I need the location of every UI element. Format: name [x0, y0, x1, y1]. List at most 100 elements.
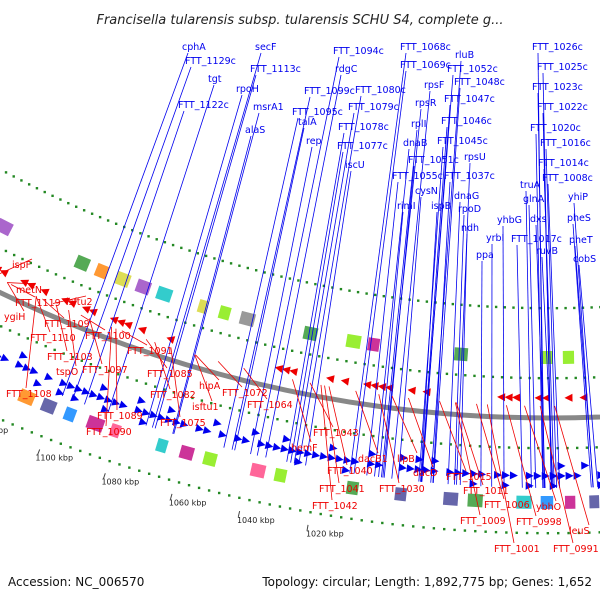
gene-label-FTT_1030[interactable]: FTT_1030 — [379, 484, 425, 495]
gene-label-secF[interactable]: secF — [255, 42, 276, 53]
gene-arrow[interactable] — [597, 471, 600, 480]
gene-label-FTT_1079c[interactable]: FTT_1079c — [348, 102, 399, 113]
gene-block[interactable] — [93, 262, 110, 280]
gene-arrow[interactable] — [319, 451, 329, 460]
gene-label-FTT_1048c[interactable]: FTT_1048c — [454, 77, 505, 88]
gene-label-FTT_1129c[interactable]: FTT_1129c — [185, 56, 236, 67]
gene-arrow[interactable] — [109, 316, 119, 325]
gene-arrow[interactable] — [138, 417, 148, 426]
gene-label-metN[interactable]: metN — [16, 285, 42, 296]
gene-block[interactable] — [302, 325, 319, 342]
gene-arrow[interactable] — [118, 400, 128, 409]
gene-block[interactable] — [467, 493, 484, 508]
gene-arrow[interactable] — [362, 381, 372, 390]
gene-label-FTT_1016c[interactable]: FTT_1016c — [540, 138, 591, 149]
gene-label-tgt[interactable]: tgt — [208, 74, 222, 85]
gene-arrow[interactable] — [512, 393, 521, 402]
gene-label-cobS[interactable]: cobS — [573, 254, 596, 265]
gene-block[interactable] — [134, 278, 153, 296]
gene-label-hipA[interactable]: hipA — [199, 381, 221, 392]
gene-label-yrbI[interactable]: yrbI — [486, 233, 504, 244]
gene-label-FTT_1072[interactable]: FTT_1072 — [222, 388, 268, 399]
gene-arrow[interactable] — [493, 470, 503, 479]
gene-block[interactable] — [0, 217, 14, 237]
gene-block[interactable] — [273, 467, 288, 483]
gene-arrow[interactable] — [350, 457, 360, 466]
gene-label-FTT_1051c[interactable]: FTT_1051c — [408, 155, 459, 166]
gene-arrow[interactable] — [138, 326, 147, 335]
gene-block[interactable] — [108, 422, 122, 439]
gene-arrow[interactable] — [340, 377, 350, 386]
gene-arrow[interactable] — [18, 351, 28, 359]
gene-arrow[interactable] — [377, 383, 387, 392]
gene-arrow[interactable] — [218, 430, 227, 438]
gene-arrow[interactable] — [469, 469, 479, 478]
gene-arrow[interactable] — [103, 395, 113, 403]
gene-arrow[interactable] — [14, 360, 24, 368]
gene-arrow[interactable] — [368, 449, 377, 458]
gene-arrow[interactable] — [542, 394, 551, 403]
gene-label-FTT_1113c[interactable]: FTT_1113c — [250, 64, 301, 75]
gene-label-FTT_1014c[interactable]: FTT_1014c — [538, 158, 589, 169]
gene-arrow[interactable] — [534, 393, 543, 402]
gene-label-FTT_1100[interactable]: FTT_1100 — [85, 331, 131, 342]
gene-arrow[interactable] — [194, 424, 204, 432]
gene-block[interactable] — [249, 462, 267, 479]
gene-label-FTT_1043[interactable]: FTT_1043 — [313, 428, 359, 439]
gene-arrow[interactable] — [454, 468, 463, 477]
gene-label-FTT_1094c[interactable]: FTT_1094c — [333, 46, 384, 57]
gene-label-rluB[interactable]: rluB — [455, 50, 474, 61]
gene-arrow[interactable] — [295, 447, 305, 456]
gene-arrow[interactable] — [282, 366, 291, 375]
gene-arrow[interactable] — [123, 321, 133, 330]
gene-arrow[interactable] — [328, 443, 338, 452]
gene-label-FTT_0991[interactable]: FTT_0991 — [553, 544, 599, 555]
gene-label-pheS[interactable]: pheS — [567, 213, 591, 224]
gene-arrow[interactable] — [525, 471, 534, 480]
gene-label-FTT_1068c[interactable]: FTT_1068c — [400, 42, 451, 53]
gene-arrow[interactable] — [541, 471, 550, 480]
gene-label-FTT_1020c[interactable]: FTT_1020c — [530, 123, 581, 134]
gene-arrow[interactable] — [88, 308, 98, 317]
gene-arrow[interactable] — [501, 471, 510, 480]
gene-arrow[interactable] — [264, 441, 274, 450]
gene-arrow[interactable] — [565, 471, 574, 480]
gene-label-rpoH[interactable]: rpoH — [236, 84, 259, 95]
gene-block[interactable] — [202, 451, 218, 467]
gene-label-dnaB[interactable]: dnaB — [403, 138, 427, 149]
gene-label-glnA[interactable]: glnA — [523, 194, 545, 205]
gene-label-dnaG[interactable]: dnaG — [454, 191, 479, 202]
gene-block[interactable] — [217, 305, 232, 321]
gene-label-FTT_1025c[interactable]: FTT_1025c — [537, 62, 588, 73]
gene-block[interactable] — [85, 414, 106, 433]
gene-label-rpsF[interactable]: rpsF — [424, 80, 444, 91]
gene-block[interactable] — [562, 350, 575, 364]
gene-arrow[interactable] — [0, 270, 9, 278]
gene-label-iscU[interactable]: iscU — [345, 160, 365, 171]
gene-label-FTT_1110[interactable]: FTT_1110 — [30, 333, 76, 344]
gene-arrow[interactable] — [311, 450, 321, 459]
gene-label-FTT_1091[interactable]: FTT_1091 — [127, 346, 173, 357]
gene-label-lipB[interactable]: lipB — [397, 454, 415, 465]
gene-arrow[interactable] — [141, 408, 151, 416]
gene-label-FTT_1047c[interactable]: FTT_1047c — [444, 94, 495, 105]
gene-label-isftu2[interactable]: isftu2 — [66, 297, 93, 308]
gene-label-FTT_1017c[interactable]: FTT_1017c — [511, 234, 562, 245]
gene-arrow[interactable] — [326, 375, 335, 384]
gene-label-rpsU[interactable]: rpsU — [464, 152, 486, 163]
gene-block[interactable] — [589, 495, 600, 509]
gene-label-FTT_1015[interactable]: FTT_1015 — [446, 472, 492, 483]
gene-arrow[interactable] — [343, 455, 352, 464]
gene-label-ygiH[interactable]: ygiH — [4, 312, 25, 323]
gene-arrow[interactable] — [22, 363, 31, 371]
gene-arrow[interactable] — [40, 288, 50, 297]
gene-arrow[interactable] — [533, 471, 542, 480]
gene-arrow[interactable] — [133, 405, 143, 414]
gene-arrow[interactable] — [294, 457, 303, 466]
gene-block[interactable] — [155, 285, 174, 303]
gene-label-rimI[interactable]: rimI — [397, 201, 416, 212]
gene-arrow[interactable] — [398, 463, 407, 472]
gene-arrow[interactable] — [407, 386, 416, 395]
gene-label-FTT_1080c[interactable]: FTT_1080c — [355, 85, 406, 96]
gene-arrow[interactable] — [212, 418, 222, 427]
